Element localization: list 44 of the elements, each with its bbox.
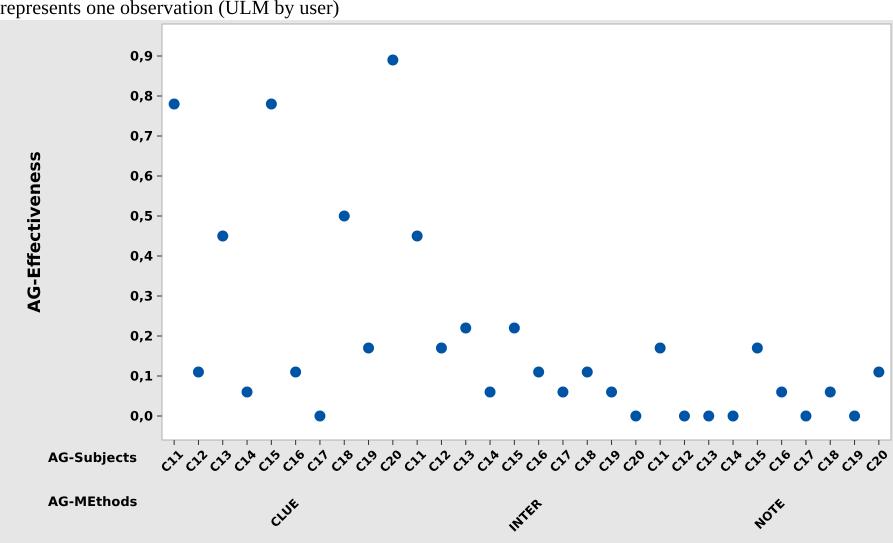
point [168,98,180,110]
point [314,410,326,422]
point [606,386,618,398]
text: AG-Subjects [48,451,138,466]
point [266,98,277,110]
y-tick-label: 0,4 [130,250,153,265]
point [703,410,714,422]
y-tick-label: 0,9 [130,50,153,65]
point [824,386,836,398]
y-tick-label: 0,8 [130,90,153,105]
point [387,54,398,66]
point [873,366,884,378]
point [508,322,520,334]
point [654,342,666,354]
point [242,386,253,398]
y-tick-label: 0,0 [130,410,153,425]
y-tick-label: 0,2 [130,330,153,345]
point [192,366,204,378]
y-tick-label: 0,5 [130,210,153,225]
point [678,410,690,422]
y-tick-label: 0,6 [130,170,153,185]
point [363,342,374,354]
point [533,366,544,378]
point [412,230,423,242]
point [460,322,472,334]
point [630,410,642,422]
y-axis-title: AG-Effectiveness [25,151,45,313]
point [436,342,447,354]
point [800,410,812,422]
point [849,410,860,422]
point [217,230,228,242]
point [728,410,739,422]
text: AG-MEthods [48,495,138,510]
y-tick-label: 0,7 [130,130,153,145]
text: represents one observation (ULM by user) [0,0,340,19]
point [776,386,788,398]
point [290,366,302,378]
point [752,342,763,354]
point [557,386,568,398]
point [582,366,593,378]
point [338,210,350,222]
y-tick-label: 0,1 [130,370,153,385]
y-tick-label: 0,3 [130,290,153,305]
point [484,386,496,398]
